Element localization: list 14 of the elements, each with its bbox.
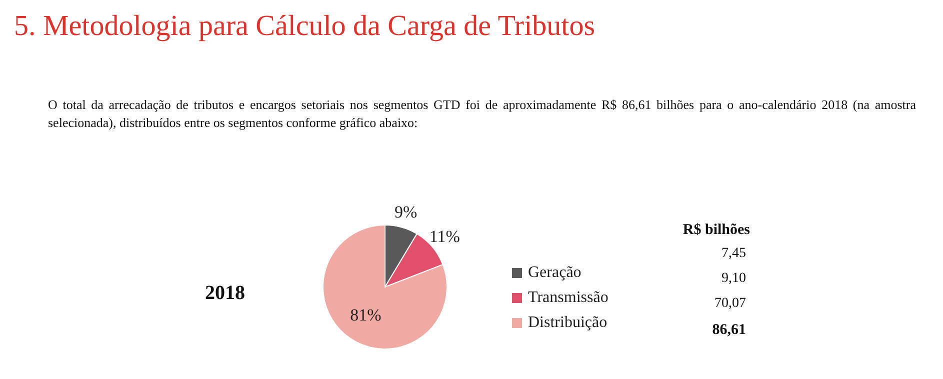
text: 86,61 xyxy=(711,322,746,339)
chart-subtitle: O total da arrecadação de tributos e encargos setoriais nos segmentos GTD foi de aproximadamente R$ 86,61 bilhões para o ano-calendário 2018 (na amostra selecionada), distribuídos entre os segmentos conforme gráfico abaixo: xyxy=(48,96,916,132)
data-label: 11% xyxy=(429,227,460,246)
data-label: 9% xyxy=(394,202,418,222)
text: 2018 xyxy=(204,282,246,305)
data-label: 81% xyxy=(350,306,382,325)
text: 9,10 xyxy=(720,271,746,287)
chart-title: 5. Metodologia para Cálculo da Carga de Tributos xyxy=(14,10,595,43)
legend-label: Transmissão xyxy=(528,288,608,306)
text: 70,07 xyxy=(714,296,746,312)
text: R$ bilhões xyxy=(682,222,750,239)
legend-label: Distribuição xyxy=(528,314,608,332)
legend-label: Geração xyxy=(528,264,582,282)
text: 7,45 xyxy=(720,246,746,262)
